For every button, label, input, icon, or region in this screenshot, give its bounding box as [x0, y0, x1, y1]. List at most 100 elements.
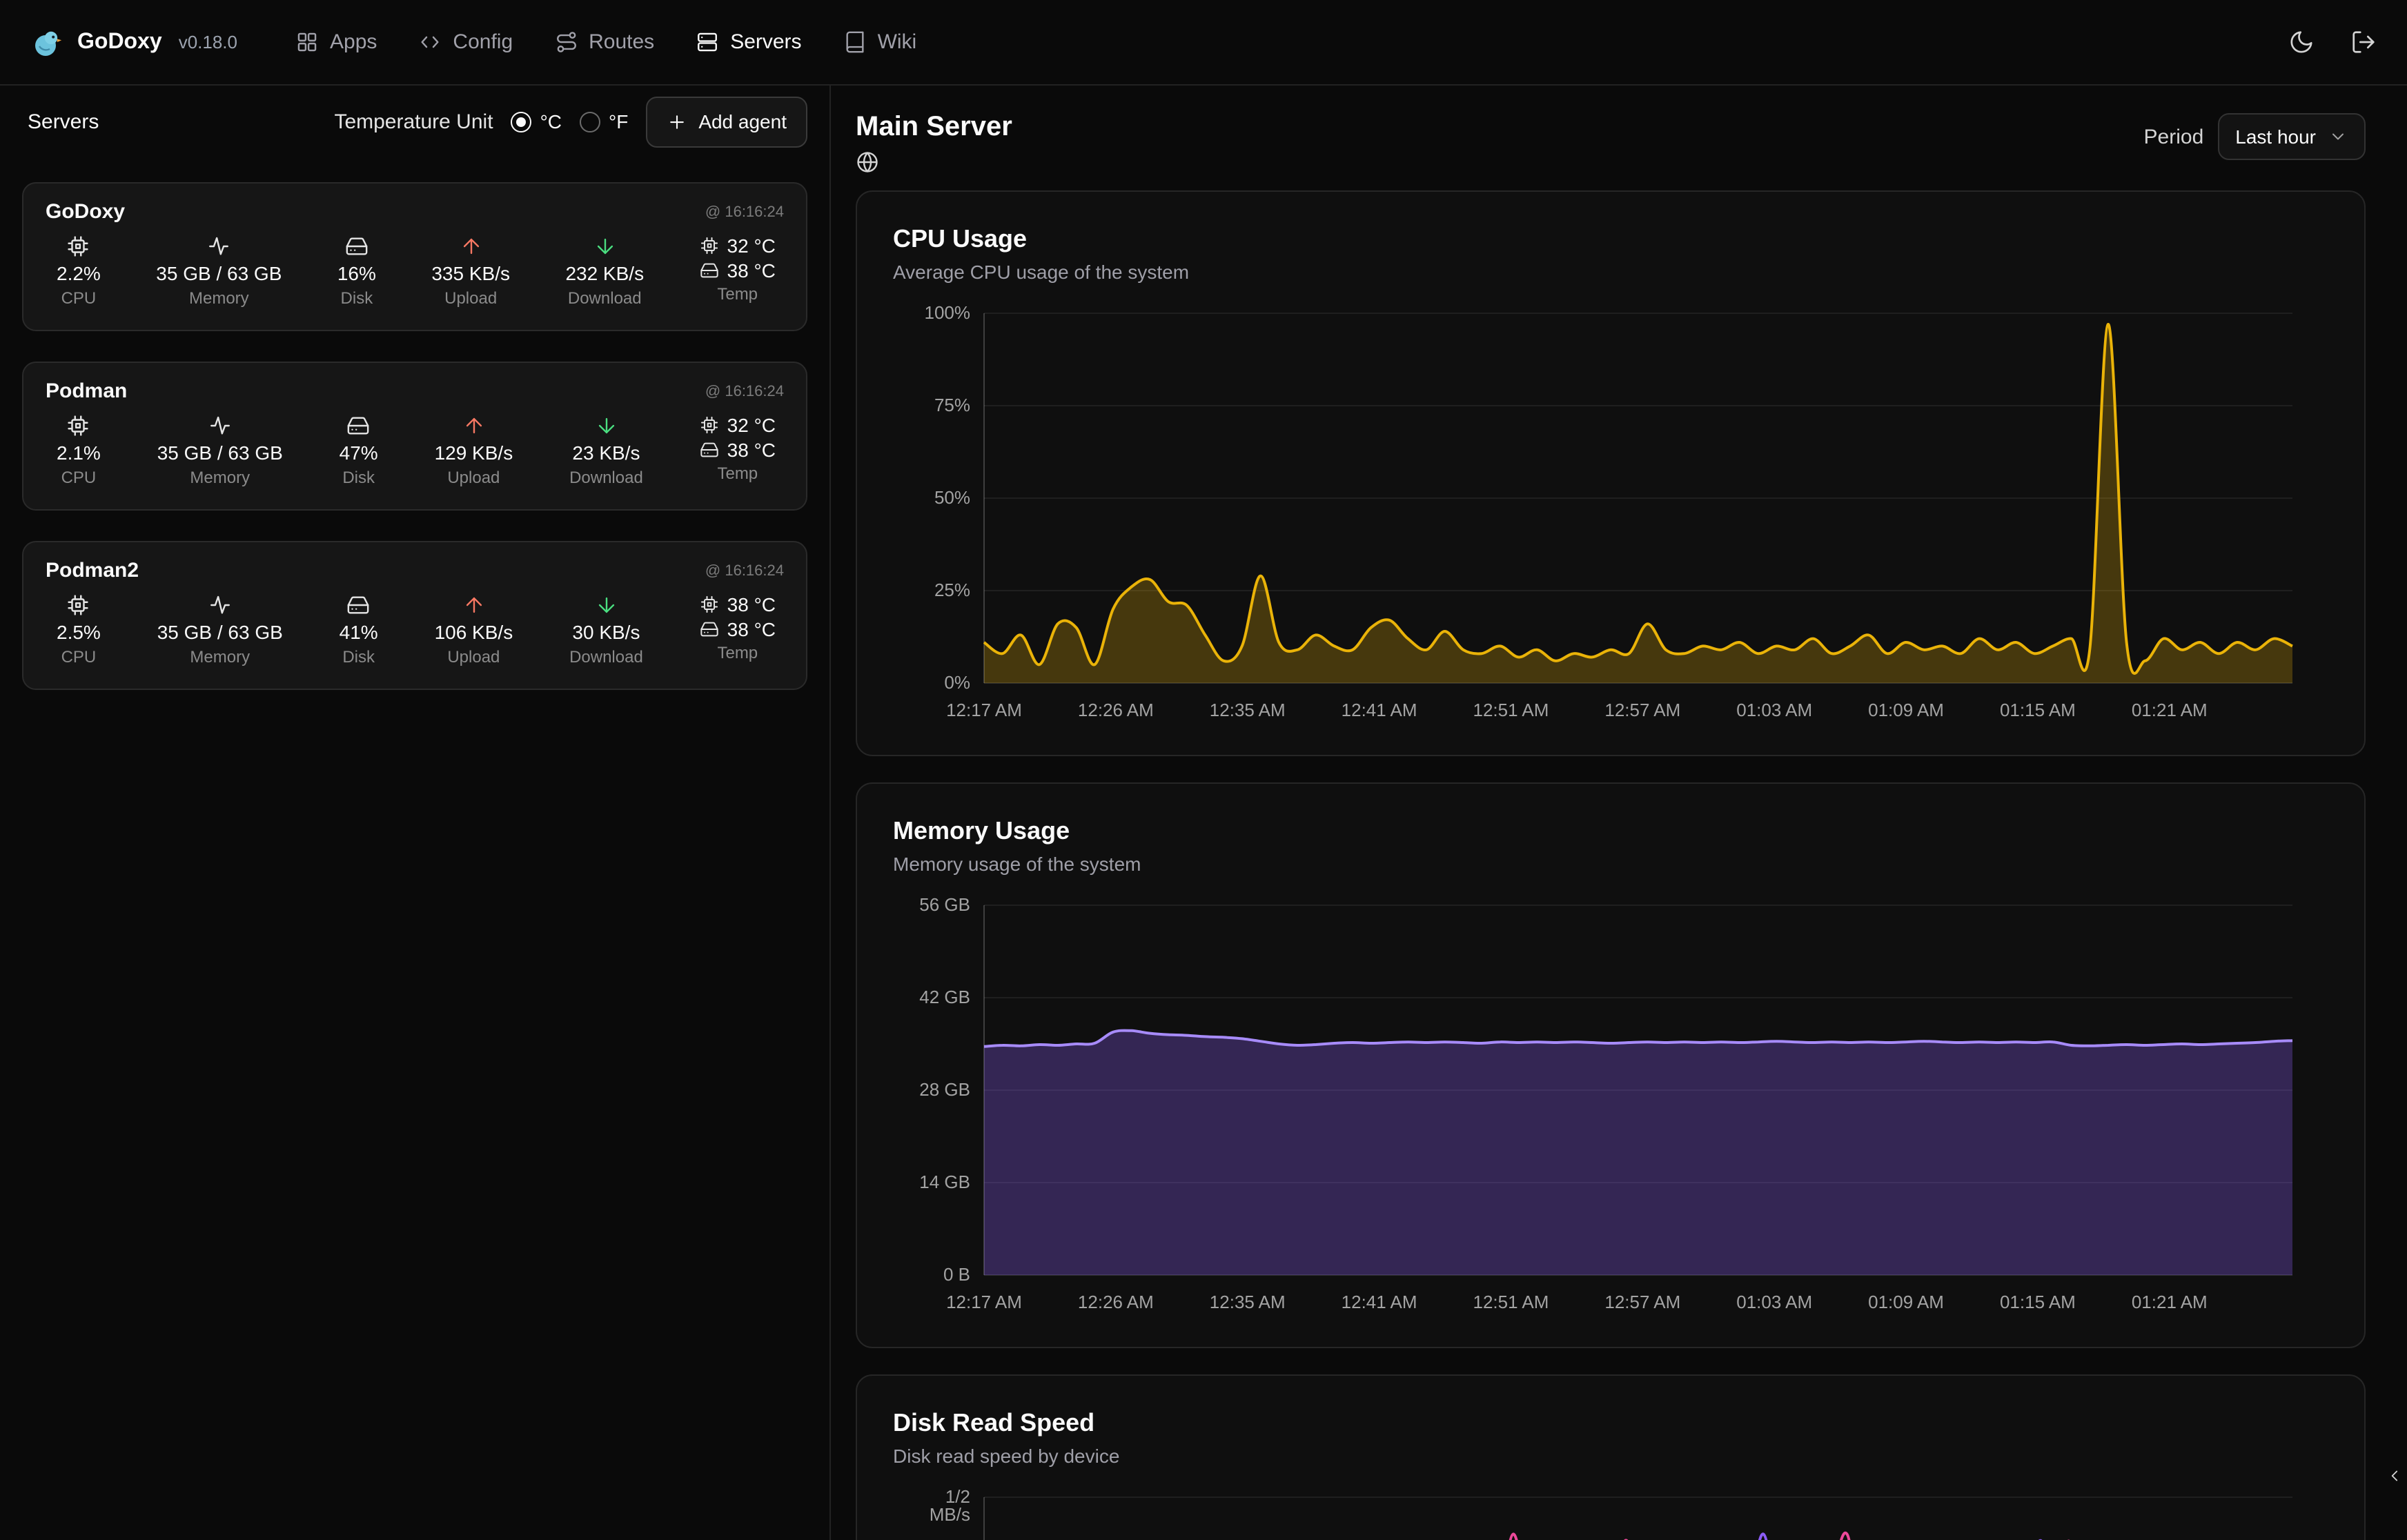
cpu-temp-value: 32 °C [727, 235, 776, 257]
cpu-usage-chart[interactable]: 0% 25% 50% 75% 100% 12:17 AM 12:26 AM 12:35 AM 1… [893, 299, 2328, 730]
cpu-value: 2.5% [57, 621, 101, 643]
hard-drive-icon [700, 261, 719, 280]
disk-read-speed-chart-card: Disk Read Speed Disk read speed by devic… [856, 1374, 2366, 1540]
temp-label: Temp [717, 284, 758, 304]
server-url-button[interactable] [856, 150, 879, 174]
disk-stat: 41% Disk [340, 593, 378, 667]
cpu-temp-value: 38 °C [727, 593, 776, 615]
moon-icon [2288, 29, 2315, 55]
svg-text:12:51 AM: 12:51 AM [1473, 700, 1549, 720]
svg-text:0 B: 0 B [943, 1264, 970, 1285]
nav-routes-label: Routes [589, 30, 655, 54]
server-card-podman[interactable]: Podman @ 16:16:24 2.1% CPU 35 GB / 63 GB… [22, 362, 807, 511]
fahrenheit-radio[interactable]: °F [580, 110, 628, 132]
cpu-label: CPU [61, 468, 97, 487]
server-name: Podman [46, 379, 128, 403]
app-title: GoDoxy [77, 30, 162, 53]
period-label: Period [2143, 125, 2204, 148]
server-card-podman2[interactable]: Podman2 @ 16:16:24 2.5% CPU 35 GB / 63 G… [22, 541, 807, 690]
svg-text:12:41 AM: 12:41 AM [1342, 700, 1417, 720]
period-value: Last hour [2235, 126, 2316, 148]
nav-servers[interactable]: Servers [696, 30, 802, 54]
svg-text:01:09 AM: 01:09 AM [1868, 1292, 1944, 1312]
server-stats: 2.2% CPU 35 GB / 63 GB Memory 16% Disk [46, 235, 784, 308]
add-agent-label: Add agent [698, 110, 787, 132]
chevron-down-icon [2328, 127, 2348, 146]
memory-stat: 35 GB / 63 GB Memory [156, 235, 282, 308]
svg-text:12:26 AM: 12:26 AM [1078, 700, 1154, 720]
main-header: Main Server Period Last hour [856, 110, 2366, 174]
brand[interactable]: GoDoxy v0.18.0 [30, 26, 237, 59]
chart-subtitle: Memory usage of the system [893, 853, 1141, 875]
chart-title: Memory Usage [893, 817, 1070, 845]
memory-value: 35 GB / 63 GB [156, 262, 282, 284]
nav-wiki-label: Wiki [877, 30, 917, 54]
disk-label: Disk [342, 647, 375, 667]
cpu-icon [67, 235, 90, 258]
grid-icon [295, 30, 319, 54]
temp-stat: 38 °C 38 °C Temp [700, 593, 776, 662]
download-stat: 232 KB/s Download [565, 235, 644, 308]
nav-config-label: Config [453, 30, 513, 54]
nav-apps[interactable]: Apps [295, 30, 377, 54]
server-card-list: GoDoxy @ 16:16:24 2.2% CPU 35 GB / 63 GB… [22, 182, 807, 690]
radio-dot-f[interactable] [580, 111, 600, 132]
arrow-up-icon [462, 593, 485, 617]
svg-text:01:15 AM: 01:15 AM [2000, 1292, 2076, 1312]
route-icon [554, 30, 578, 54]
cpu-label: CPU [61, 288, 97, 308]
memory-value: 35 GB / 63 GB [157, 442, 283, 464]
add-agent-button[interactable]: Add agent [646, 96, 807, 147]
sign-out-button[interactable] [2350, 29, 2377, 55]
svg-text:12:26 AM: 12:26 AM [1078, 1292, 1154, 1312]
disk-value: 16% [337, 262, 376, 284]
period-select[interactable]: Last hour [2217, 113, 2366, 160]
cpu-label: CPU [61, 647, 97, 667]
sidebar-controls: Temperature Unit °C °F Add agent [334, 96, 807, 147]
temp-stat: 32 °C 38 °C Temp [700, 414, 776, 483]
page-title: Main Server [856, 112, 1012, 142]
memory-value: 35 GB / 63 GB [157, 621, 283, 643]
memory-label: Memory [189, 288, 249, 308]
nav-config[interactable]: Config [418, 30, 513, 54]
download-value: 232 KB/s [565, 262, 645, 284]
svg-text:01:15 AM: 01:15 AM [2000, 700, 2076, 720]
svg-text:100%: 100% [925, 302, 971, 323]
disk-stat: 47% Disk [340, 414, 378, 487]
arrow-down-icon [593, 235, 616, 258]
nav-routes[interactable]: Routes [554, 30, 654, 54]
radio-dot-c[interactable] [511, 111, 532, 132]
cpu-stat: 2.2% CPU [57, 235, 101, 308]
svg-text:12:57 AM: 12:57 AM [1604, 700, 1680, 720]
svg-text:12:57 AM: 12:57 AM [1604, 1292, 1680, 1312]
chevron-left-icon [2386, 1466, 2404, 1484]
server-card-godoxy[interactable]: GoDoxy @ 16:16:24 2.2% CPU 35 GB / 63 GB… [22, 182, 807, 331]
download-value: 30 KB/s [572, 621, 640, 643]
arrow-up-icon [459, 235, 482, 258]
cpu-stat: 2.1% CPU [57, 414, 101, 487]
upload-value: 335 KB/s [431, 262, 510, 284]
arrow-down-icon [594, 593, 618, 617]
temp-label: Temp [717, 464, 758, 483]
server-name: Podman2 [46, 559, 139, 582]
panel-collapse-handle[interactable] [2384, 1456, 2406, 1494]
disk-temp-value: 38 °C [727, 618, 776, 640]
celsius-radio[interactable]: °C [511, 110, 562, 132]
fahrenheit-label: °F [609, 110, 629, 132]
theme-toggle-button[interactable] [2288, 29, 2315, 55]
navbar-actions [2288, 29, 2377, 55]
disk-read-speed-chart[interactable]: 1/2 MB/s [893, 1483, 2328, 1540]
cpu-icon [700, 415, 719, 435]
upload-label: Upload [447, 647, 500, 667]
cpu-icon [700, 236, 719, 255]
nav-wiki[interactable]: Wiki [843, 30, 917, 54]
cpu-temp-value: 32 °C [727, 414, 776, 436]
memory-usage-chart[interactable]: 0 B 14 GB 28 GB 42 GB 56 GB 12:17 AM 12:26 AM 1… [893, 891, 2328, 1322]
globe-icon [856, 150, 879, 174]
arrow-down-icon [594, 414, 618, 437]
svg-text:50%: 50% [934, 487, 970, 508]
svg-text:12:35 AM: 12:35 AM [1210, 700, 1286, 720]
sidebar-header: Servers Temperature Unit °C °F Add agent [28, 94, 807, 149]
chart-subtitle: Disk read speed by device [893, 1445, 1120, 1467]
